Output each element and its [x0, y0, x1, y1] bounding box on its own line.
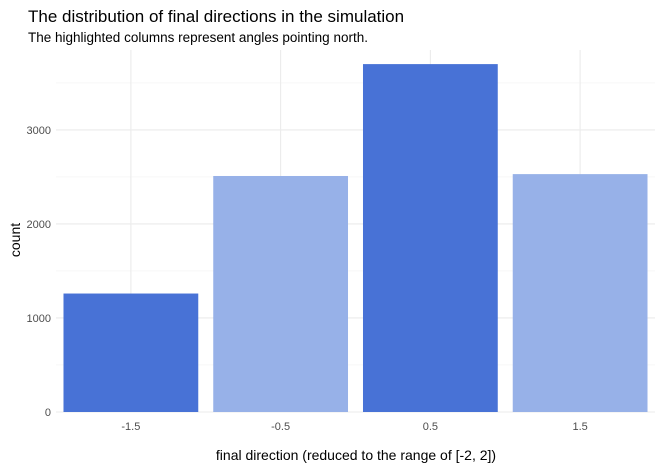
y-tick-label: 2000: [27, 219, 51, 231]
x-tick-label: -1.5: [121, 421, 140, 433]
x-tick-label: -0.5: [271, 421, 290, 433]
y-tick-label: 1000: [27, 313, 51, 325]
bar--0.5: [213, 175, 349, 412]
bar-1.5: [512, 174, 648, 412]
y-ticks: 0 1000 2000 3000: [27, 125, 51, 419]
x-tick-label: 0.5: [423, 421, 438, 433]
y-axis-title: count: [7, 223, 23, 257]
bars: [63, 64, 648, 413]
chart-title: The distribution of final directions in …: [28, 7, 404, 26]
bar--1.5: [63, 293, 199, 412]
y-tick-label: 3000: [27, 125, 51, 137]
x-ticks: -1.5 -0.5 0.5 1.5: [121, 421, 587, 433]
x-axis-title: final direction (reduced to the range of…: [216, 447, 496, 463]
x-tick-label: 1.5: [572, 421, 587, 433]
y-tick-label: 0: [45, 407, 51, 419]
bar-0.5: [362, 64, 498, 413]
chart-subtitle: The highlighted columns represent angles…: [28, 30, 368, 45]
